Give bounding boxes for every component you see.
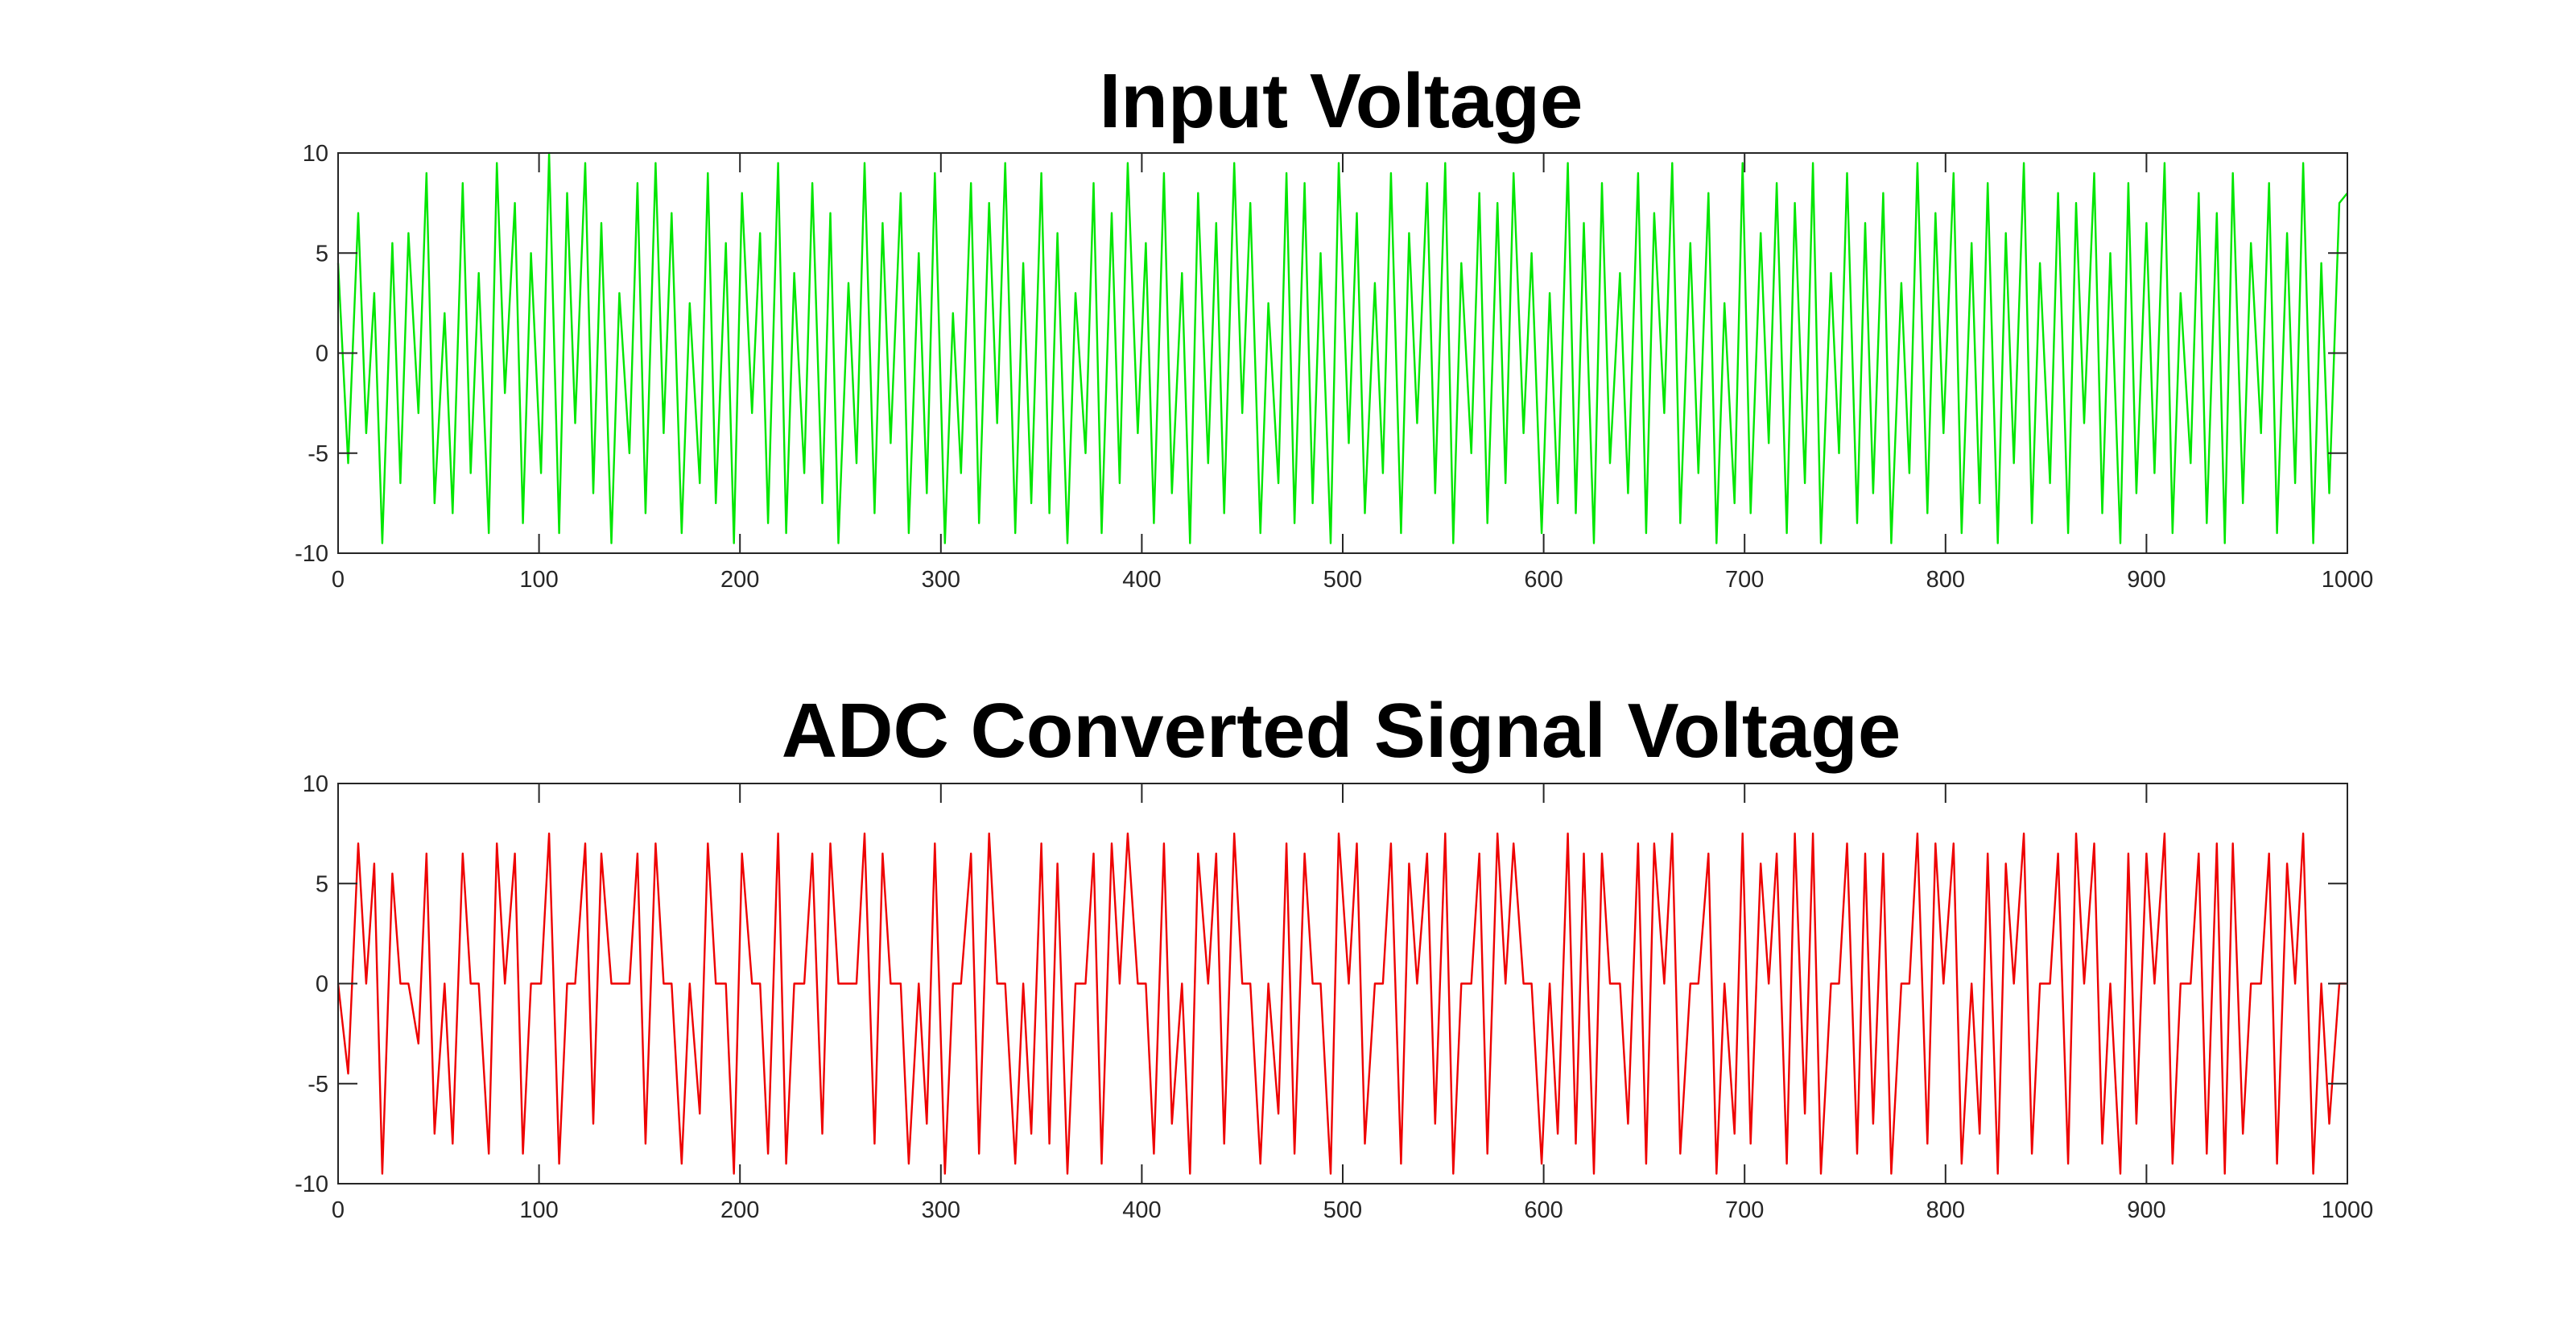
adc-signal-xtick-label: 800 xyxy=(1926,1197,1965,1223)
adc-signal-series xyxy=(336,832,2347,1175)
input-voltage-series-line xyxy=(336,151,2348,544)
adc-signal-ytick-label: 0 xyxy=(316,972,328,998)
input-voltage-xtick-label: 800 xyxy=(1926,567,1965,593)
adc-signal-plot: ADC Converted Signal Voltage 0 100 200 300 4… xyxy=(295,688,2373,1223)
adc-signal-title: ADC Converted Signal Voltage xyxy=(782,688,1901,774)
adc-signal-xtick-label: 300 xyxy=(922,1197,960,1223)
input-voltage-ytick-label: -10 xyxy=(295,541,328,567)
input-voltage-title: Input Voltage xyxy=(1100,58,1583,144)
adc-signal-ytick-label: -10 xyxy=(295,1172,328,1197)
adc-signal-xtick-label: 400 xyxy=(1122,1197,1161,1223)
adc-signal-xtick-label: 1000 xyxy=(2322,1197,2374,1223)
input-voltage-xtick-label: 200 xyxy=(720,567,759,593)
input-voltage-xtick-label: 900 xyxy=(2127,567,2165,593)
input-voltage-ytick-label: 0 xyxy=(316,341,328,367)
input-voltage-series xyxy=(336,151,2348,544)
adc-signal-series-line xyxy=(336,832,2347,1175)
input-voltage-plot: Input Voltage 0 100 200 300 400 500 600 700 800 9… xyxy=(295,58,2373,593)
adc-signal-xtick-label: 500 xyxy=(1323,1197,1362,1223)
adc-signal-axes xyxy=(337,783,2348,1184)
input-voltage-xtick-label: 500 xyxy=(1323,567,1362,593)
adc-signal-xtick-label: 600 xyxy=(1524,1197,1563,1223)
adc-signal-xtick-label: 200 xyxy=(720,1197,759,1223)
adc-signal-ytick-label: 5 xyxy=(316,871,328,897)
adc-signal-ytick-label: -5 xyxy=(308,1072,328,1098)
input-voltage-ytick-label: 5 xyxy=(316,241,328,267)
input-voltage-ytick-label: -5 xyxy=(308,441,328,467)
input-voltage-ytick-label: 10 xyxy=(303,141,328,167)
adc-signal-xtick-label: 0 xyxy=(332,1197,345,1223)
input-voltage-xtick-label: 100 xyxy=(519,567,558,593)
input-voltage-ticks: 0 100 200 300 400 500 600 700 800 900 1000 -10 -5 0 5 1… xyxy=(295,141,2373,593)
input-voltage-axes xyxy=(337,152,2348,554)
adc-signal-xtick-label: 100 xyxy=(519,1197,558,1223)
input-voltage-xtick-label: 1000 xyxy=(2322,567,2374,593)
input-voltage-xtick-label: 700 xyxy=(1725,567,1764,593)
input-voltage-xtick-label: 0 xyxy=(332,567,345,593)
input-voltage-xtick-label: 400 xyxy=(1122,567,1161,593)
adc-signal-ytick-label: 10 xyxy=(303,771,328,797)
adc-signal-xtick-label: 900 xyxy=(2127,1197,2165,1223)
input-voltage-xtick-label: 600 xyxy=(1524,567,1563,593)
input-voltage-xtick-label: 300 xyxy=(922,567,960,593)
adc-signal-xtick-label: 700 xyxy=(1725,1197,1764,1223)
